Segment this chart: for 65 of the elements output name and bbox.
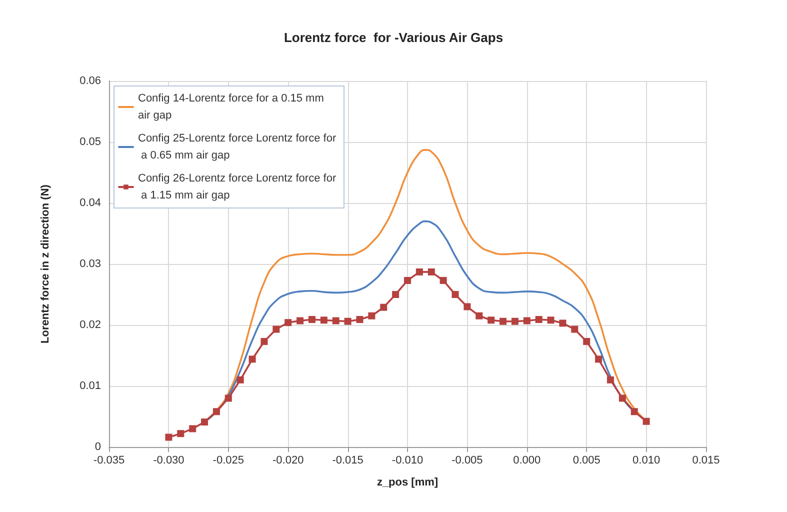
y-tick-label: 0.04 xyxy=(80,197,101,209)
point xyxy=(308,316,316,324)
x-tick-label: -0.030 xyxy=(153,454,184,466)
point xyxy=(248,356,256,363)
point xyxy=(630,408,638,416)
point xyxy=(535,316,542,324)
point xyxy=(523,317,530,324)
point xyxy=(356,316,364,324)
legend-label: Config 25-Lorentz force Lorentz force for a 0.65 mm air gap xyxy=(138,132,336,162)
chart-title: Lorentz force for -Various Air Gaps xyxy=(284,30,504,45)
point xyxy=(595,356,602,363)
point xyxy=(452,291,459,298)
x-tick-label: -0.025 xyxy=(212,454,244,466)
point xyxy=(488,316,495,324)
point xyxy=(416,268,423,276)
point xyxy=(428,268,435,276)
y-tick-label: 0 xyxy=(94,441,101,453)
point xyxy=(320,316,328,324)
point xyxy=(260,338,268,345)
x-tick-label: 0.015 xyxy=(692,454,720,466)
point xyxy=(236,376,244,384)
x-tick-label: -0.015 xyxy=(332,454,364,466)
y-tick-label: 0.06 xyxy=(80,75,101,87)
y-tick-label: 0.02 xyxy=(80,319,101,331)
point xyxy=(559,320,566,327)
point xyxy=(284,319,292,326)
x-tick-label: -0.035 xyxy=(93,454,125,466)
point xyxy=(500,318,507,325)
point xyxy=(440,276,447,284)
point xyxy=(344,318,352,325)
point xyxy=(583,338,590,345)
point xyxy=(404,276,411,284)
x-tick-label: 0.010 xyxy=(632,454,660,466)
point xyxy=(177,430,184,438)
point xyxy=(464,303,471,310)
x-tick-label: -0.005 xyxy=(452,454,483,466)
y-axis-title: Lorentz force in z direction (N) xyxy=(40,184,52,344)
point xyxy=(642,418,650,425)
point xyxy=(476,312,483,320)
point xyxy=(212,408,220,416)
legend-label: Config 14-Lorentz force for a 0.15 mm air gap xyxy=(138,92,327,122)
point xyxy=(332,317,340,324)
point xyxy=(296,317,304,324)
point xyxy=(224,394,232,402)
y-tick-label: 0.01 xyxy=(80,380,101,392)
point xyxy=(511,318,518,325)
y-tick-label: 0.03 xyxy=(80,258,101,270)
point xyxy=(189,425,196,432)
x-axis-title: z_pos [mm] xyxy=(376,476,438,488)
point xyxy=(201,418,208,426)
y-tick-label: 0.05 xyxy=(80,136,101,148)
x-tick-label: 0.000 xyxy=(513,454,541,466)
legend-label: Config 26-Lorentz force Lorentz force for a 1.15 mm air gap xyxy=(138,172,336,202)
x-tick-label: -0.010 xyxy=(392,454,424,466)
point xyxy=(606,376,614,384)
x-tick-label: -0.020 xyxy=(272,454,304,466)
point xyxy=(368,312,376,320)
point xyxy=(547,316,554,324)
x-tick-label: 0.005 xyxy=(572,454,600,466)
point xyxy=(392,291,400,298)
point xyxy=(380,304,388,311)
point xyxy=(165,434,172,441)
point xyxy=(571,326,578,333)
point xyxy=(618,394,626,402)
point xyxy=(272,326,280,333)
